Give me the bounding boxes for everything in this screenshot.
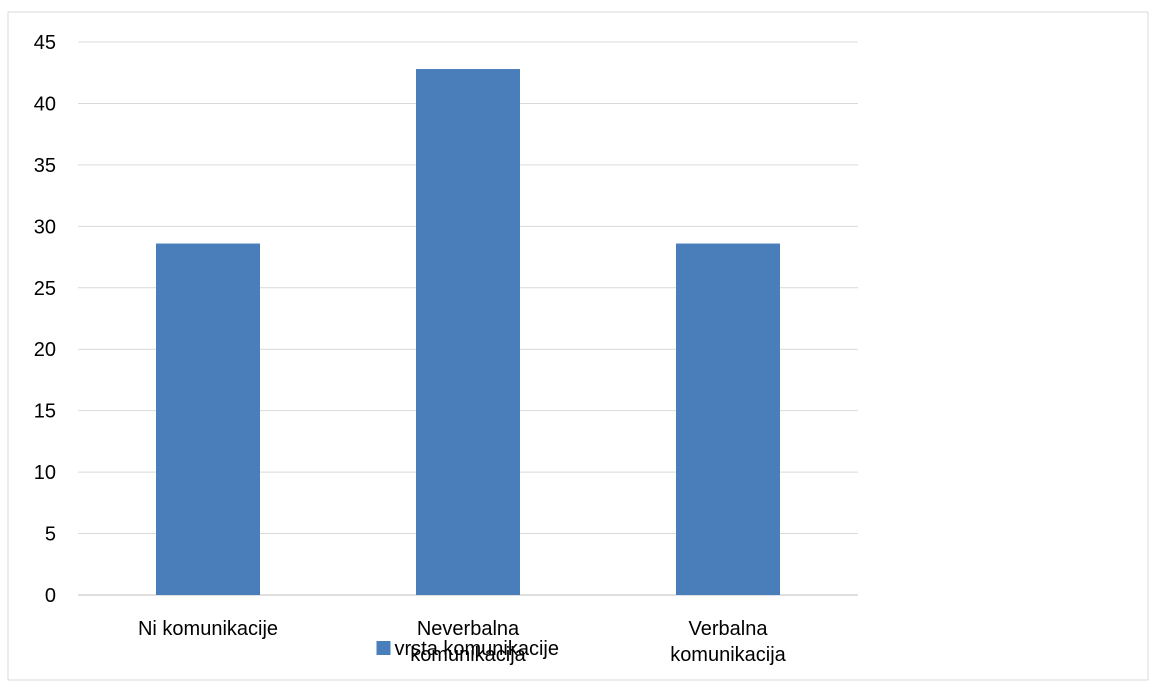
x-tick-label: Ni komunikacije — [138, 618, 278, 640]
x-tick-label: Verbalna — [689, 618, 769, 640]
legend: vrsta komunikacije — [376, 638, 560, 660]
y-tick-label: 30 — [34, 216, 56, 238]
y-tick-label: 40 — [34, 93, 56, 115]
bars — [156, 69, 780, 596]
y-axis-tick-labels: 0 5 10 15 20 25 30 35 40 45 — [34, 32, 56, 607]
y-tick-label: 45 — [34, 32, 56, 54]
legend-swatch — [376, 641, 391, 655]
y-tick-label: 35 — [34, 155, 56, 177]
y-tick-label: 10 — [34, 462, 56, 484]
y-tick-label: 20 — [34, 339, 56, 361]
bar — [416, 69, 520, 596]
x-tick-label: Neverbalna — [417, 618, 520, 640]
chart-border — [7, 11, 1149, 681]
y-tick-label: 25 — [34, 278, 56, 300]
x-tick-label: komunikacija — [410, 644, 526, 666]
bar — [156, 243, 260, 595]
bar — [676, 243, 780, 595]
legend-label: vrsta komunikacije — [395, 638, 560, 660]
y-tick-label: 5 — [45, 524, 56, 546]
y-tick-label: 15 — [34, 401, 56, 423]
x-tick-label: komunikacija — [670, 644, 786, 666]
x-axis-tick-labels: Ni komunikacije Neverbalna komunikacija Ver… — [138, 618, 787, 666]
y-tick-label: 0 — [45, 585, 56, 607]
